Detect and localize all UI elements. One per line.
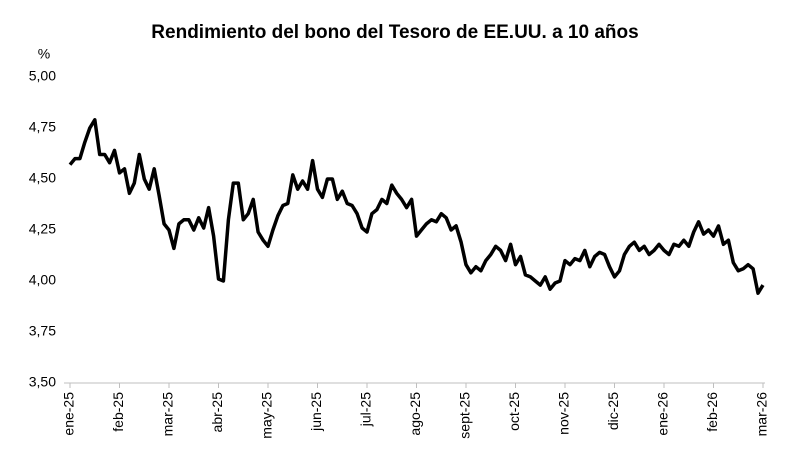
x-tick-label: feb-26 [704,392,720,432]
y-axis-label: % [38,46,50,62]
x-tick-label: feb-25 [110,392,126,432]
x-tick-label: may-25 [259,392,275,439]
x-tick-label: nov-25 [556,392,572,435]
x-tick-label: mar-26 [754,392,770,437]
x-tick-label: oct-25 [506,392,522,431]
y-tick-label: 5,00 [29,68,56,84]
y-tick-label: 4,50 [29,170,56,186]
x-tick-label: jun-25 [308,392,324,432]
y-tick-label: 4,25 [29,221,56,237]
y-tick-label: 3,50 [29,374,56,390]
x-tick-label: ene-26 [655,392,671,436]
x-tick-label: dic-25 [605,392,621,430]
chart-title: Rendimiento del bono del Tesoro de EE.UU… [151,22,638,43]
x-tick-label: mar-25 [160,392,176,437]
x-tick-label: ene-25 [61,392,77,436]
x-tick-label: ago-25 [407,392,423,436]
x-tick-label: abr-25 [209,392,225,433]
y-tick-label: 3,75 [29,323,56,339]
y-tick-label: 4,75 [29,119,56,135]
x-tick-label: jul-25 [358,392,374,427]
line [68,118,765,295]
y-tick-label: 4,00 [29,272,56,288]
x-tick-label: sept-25 [457,392,473,439]
